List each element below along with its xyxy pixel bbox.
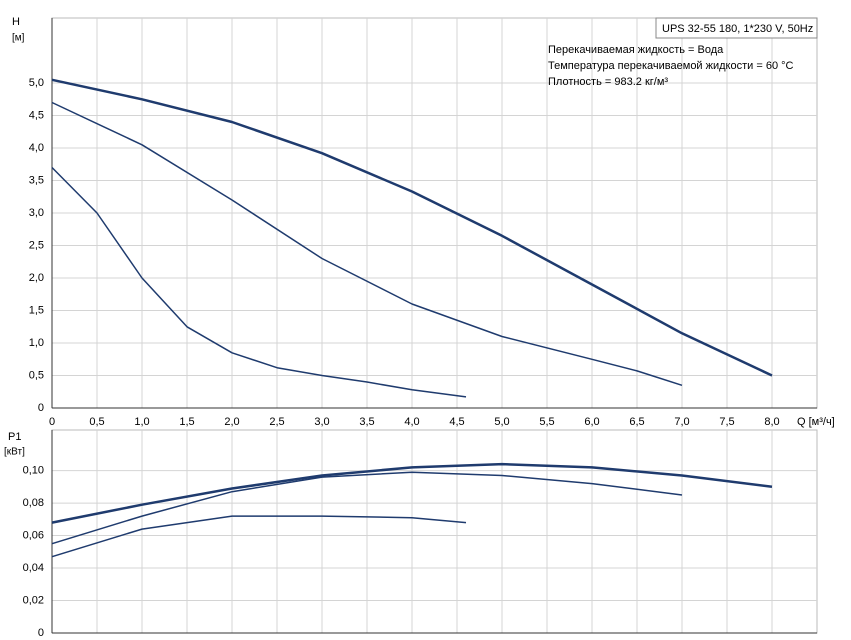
curve (51, 462, 773, 524)
x-tick-label: 5,5 (539, 416, 554, 428)
x-tick-label: 0,5 (89, 416, 104, 428)
y-tick-label: 4,5 (29, 109, 44, 121)
y-axis-label: H (12, 16, 20, 28)
legend-text: UPS 32-55 180, 1*230 V, 50Hz (662, 23, 813, 35)
x-tick-label: 8,0 (764, 416, 779, 428)
y-tick-label: 2,5 (29, 239, 44, 251)
y-tick-label: 0 (38, 402, 44, 414)
y-axis-unit: [кВт] (4, 447, 25, 458)
plot-area (51, 429, 818, 634)
x-tick-label: 6,5 (629, 416, 644, 428)
y-tick-label: 1,0 (29, 337, 44, 349)
x-tick-label: 6,0 (584, 416, 599, 428)
y-axis-label: P1 (8, 431, 21, 443)
x-tick-label: 1,5 (179, 416, 194, 428)
x-axis-label: Q [м³/ч] (797, 416, 835, 428)
x-tick-label: 4,5 (449, 416, 464, 428)
y-tick-label: 1,5 (29, 304, 44, 316)
y-tick-label: 5,0 (29, 77, 44, 89)
curve (51, 471, 683, 545)
x-tick-label: 4,0 (404, 416, 419, 428)
annotation: Перекачиваемая жидкость = Вода (548, 44, 724, 56)
x-tick-label: 5,0 (494, 416, 509, 428)
curve (51, 166, 467, 398)
x-tick-label: 2,5 (269, 416, 284, 428)
y-tick-label: 0,10 (23, 465, 44, 477)
y-tick-label: 0,5 (29, 369, 44, 381)
curve (51, 515, 467, 558)
curve (51, 101, 683, 387)
x-tick-label: 7,5 (719, 416, 734, 428)
y-tick-label: 0,06 (23, 529, 44, 541)
annotation: Плотность = 983.2 кг/м³ (548, 76, 668, 88)
plot-layer: 0 0,5 1,0 1,5 2,0 2,5 3,0 3,5 4,0 4,5 5,0 5,5 6,0 6,5… (23, 17, 818, 639)
x-tick-label: 1,0 (134, 416, 149, 428)
curve (51, 78, 773, 377)
y-tick-label: 3,5 (29, 174, 44, 186)
x-tick-label: 3,5 (359, 416, 374, 428)
x-tick-label: 7,0 (674, 416, 689, 428)
y-axis-unit: [м] (12, 33, 25, 44)
y-tick-label: 0,08 (23, 497, 44, 509)
x-tick-label: 2,0 (224, 416, 239, 428)
annotation: Температура перекачиваемой жидкости = 60… (548, 60, 794, 72)
y-tick-label: 3,0 (29, 207, 44, 219)
legend-box (655, 17, 818, 39)
y-tick-label: 0,04 (23, 562, 44, 574)
y-tick-label: 4,0 (29, 142, 44, 154)
x-tick-label: 3,0 (314, 416, 329, 428)
y-tick-label: 0,02 (23, 594, 44, 606)
y-tick-label: 0 (38, 627, 44, 639)
x-tick-label: 0 (49, 416, 55, 428)
y-tick-label: 2,0 (29, 272, 44, 284)
